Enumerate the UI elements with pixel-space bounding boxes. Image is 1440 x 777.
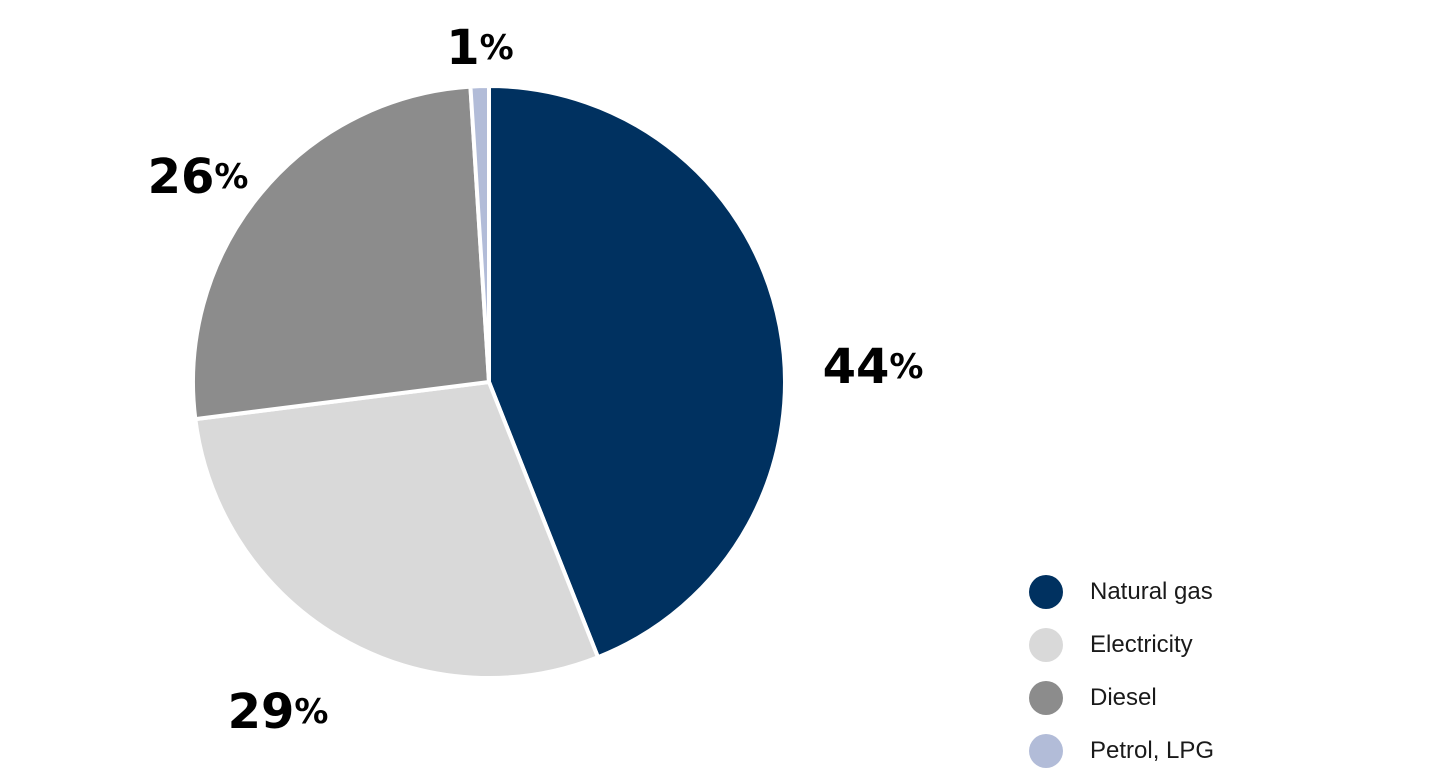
legend-item: Petrol, LPG [1029, 724, 1214, 777]
pie-slice-petrol-lpg [468, 83, 491, 384]
legend-swatch [1029, 627, 1063, 662]
pie-value-label: 26% [148, 149, 249, 205]
pie-value-label: 1% [446, 20, 513, 76]
legend-item: Natural gas [1029, 565, 1214, 618]
legend-label: Petrol, LPG [1090, 736, 1215, 764]
legend-swatch [1029, 574, 1063, 609]
legend-swatch [1029, 680, 1063, 715]
pie-slice-natural-gas [487, 84, 787, 660]
legend-label: Natural gas [1090, 577, 1213, 605]
pie-value-label: 44% [823, 339, 924, 395]
pie-slice-electricity [193, 380, 600, 680]
chart-legend: Natural gas Electricity Diesel Petrol, LPG [1029, 565, 1214, 777]
pie-value-labels: 44% 29% 26% 1% [148, 20, 924, 740]
pie-slices [191, 83, 787, 680]
pie-value-label: 29% [228, 684, 329, 740]
legend-label: Electricity [1090, 630, 1193, 658]
pie-slice-diesel [191, 84, 491, 422]
legend-swatch [1029, 733, 1063, 768]
legend-item: Diesel [1029, 671, 1214, 724]
legend-item: Electricity [1029, 618, 1214, 671]
legend-label: Diesel [1090, 683, 1157, 711]
